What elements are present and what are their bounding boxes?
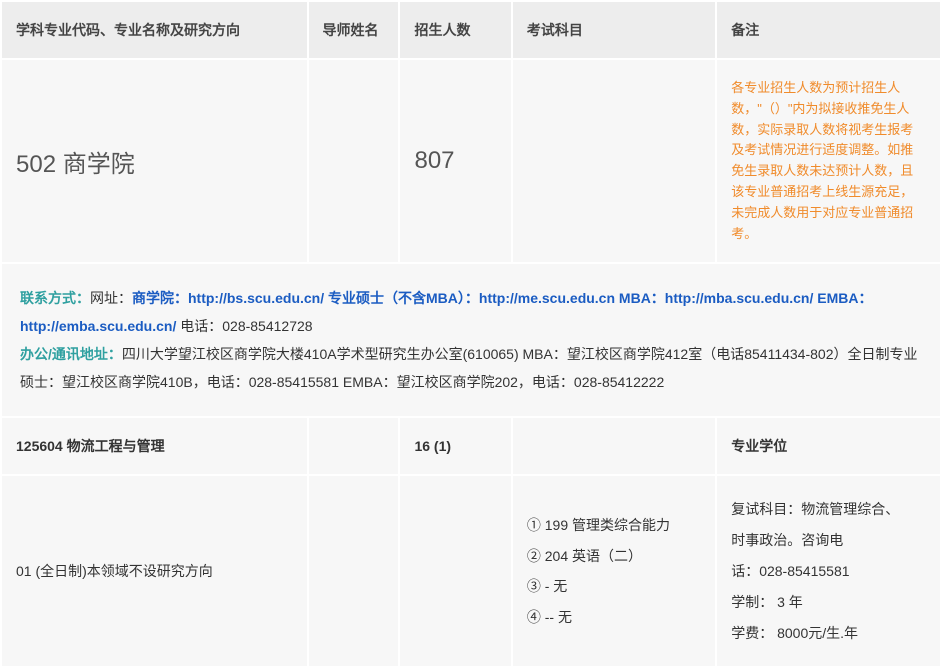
school-enrollment-cell: 807 [399,59,511,263]
major-remark: 专业学位 [731,438,787,454]
contact-cell: 联系方式：网址：商学院：http://bs.scu.edu.cn/ 专业硕士（不… [1,263,941,417]
exam-item: ④ -- 无 [527,602,701,633]
exam-item: ② 204 英语（二） [527,541,701,572]
major-remark-cell: 专业学位 [716,417,941,475]
direction-enrollment-cell [399,475,511,667]
direction-exam-cell: ① 199 管理类综合能力 ② 204 英语（二） ③ - 无 ④ -- 无 [512,475,716,667]
contact-label: 联系方式： [20,290,90,306]
header-row: 学科专业代码、专业名称及研究方向 导师姓名 招生人数 考试科目 备注 [1,1,941,59]
contact-link-me[interactable]: 专业硕士（不含MBA）：http://me.scu.edu.cn [328,290,615,306]
header-col3: 招生人数 [399,1,511,59]
remark-list: 复试科目：物流管理综合、 时事政治。咨询电 话：028-85415581 学制：… [731,494,926,648]
admission-table: 学科专业代码、专业名称及研究方向 导师姓名 招生人数 考试科目 备注 502 商… [0,0,942,668]
table-wrapper: 学科专业代码、专业名称及研究方向 导师姓名 招生人数 考试科目 备注 502 商… [0,0,942,668]
direction-name: 01 (全日制)本领域不设研究方向 [16,563,213,579]
header-col5: 备注 [716,1,941,59]
header-col1: 学科专业代码、专业名称及研究方向 [1,1,308,59]
exam-item: ① 199 管理类综合能力 [527,510,701,541]
header-col2: 导师姓名 [308,1,400,59]
school-exam-cell [512,59,716,263]
school-enrollment: 807 [414,147,454,174]
direction-row: 01 (全日制)本领域不设研究方向 ① 199 管理类综合能力 ② 204 英语… [1,475,941,667]
remark-item: 学费： 8000元/生.年 [731,618,926,649]
contact-phone: 电话：028-85412728 [180,318,312,334]
school-name: 502 商学院 [16,151,135,178]
exam-list: ① 199 管理类综合能力 ② 204 英语（二） ③ - 无 ④ -- 无 [527,510,701,633]
remark-item: 话：028-85415581 [731,556,926,587]
address-label: 办公/通讯地址： [20,346,122,362]
major-name-cell: 125604 物流工程与管理 [1,417,308,475]
remark-item: 时事政治。咨询电 [731,525,926,556]
direction-remark-cell: 复试科目：物流管理综合、 时事政治。咨询电 话：028-85415581 学制：… [716,475,941,667]
major-exam-cell [512,417,716,475]
major-enrollment: 16 (1) [414,438,451,454]
major-row: 125604 物流工程与管理 16 (1) 专业学位 [1,417,941,475]
contact-link-school[interactable]: 商学院：http://bs.scu.edu.cn/ [132,290,324,306]
school-name-cell: 502 商学院 [1,59,308,263]
contact-text-prefix: 网址： [90,290,132,306]
exam-item: ③ - 无 [527,571,701,602]
header-col4: 考试科目 [512,1,716,59]
school-row: 502 商学院 807 各专业招生人数为预计招生人数，"（）"内为拟接收推免生人… [1,59,941,263]
direction-name-cell: 01 (全日制)本领域不设研究方向 [1,475,308,667]
contact-row: 联系方式：网址：商学院：http://bs.scu.edu.cn/ 专业硕士（不… [1,263,941,417]
school-note: 各专业招生人数为预计招生人数，"（）"内为拟接收推免生人数，实际录取人数将视考生… [731,78,926,244]
remark-item: 复试科目：物流管理综合、 [731,494,926,525]
direction-advisor-cell [308,475,400,667]
major-name: 125604 物流工程与管理 [16,438,165,454]
contact-link-mba[interactable]: MBA：http://mba.scu.edu.cn/ [619,290,813,306]
remark-item: 学制： 3 年 [731,587,926,618]
major-enrollment-cell: 16 (1) [399,417,511,475]
school-advisor-cell [308,59,400,263]
school-note-cell: 各专业招生人数为预计招生人数，"（）"内为拟接收推免生人数，实际录取人数将视考生… [716,59,941,263]
major-advisor-cell [308,417,400,475]
address-text: 四川大学望江校区商学院大楼410A学术型研究生办公室(610065) MBA：望… [20,346,917,390]
